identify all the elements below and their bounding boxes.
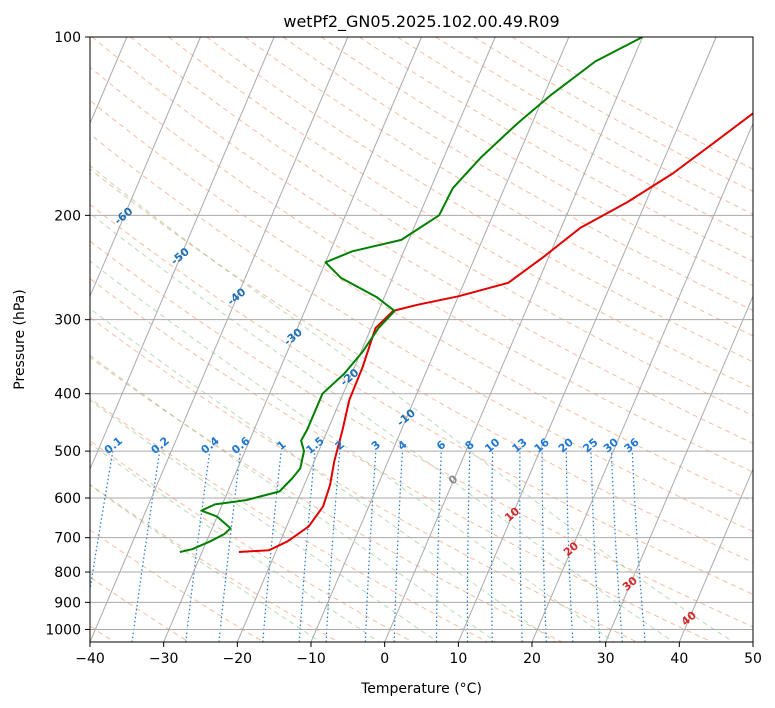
mixing-ratio-line: [610, 451, 623, 642]
y-tick-label: 400: [54, 387, 81, 403]
isotherm: [310, 37, 570, 642]
isotherm: [90, 37, 275, 471]
background-lines: [0, 37, 753, 654]
dry-adiabat: [90, 397, 489, 642]
moist-adiabat: [90, 260, 616, 642]
mixing-ratio-line: [565, 451, 574, 642]
dry-adiabat: [397, 37, 753, 239]
y-axis-label: Pressure (hPa): [12, 289, 28, 389]
dry-adiabat: [90, 278, 713, 642]
mixing-ratio-line: [393, 451, 404, 642]
sounding-profiles: [179, 37, 753, 553]
isotherm: [384, 37, 643, 642]
axes: −40 −30 −20 −10 0 10 20 30 40 50 100 200 300 400 500 60…: [45, 30, 762, 667]
moist-adiabat: [90, 212, 675, 642]
y-tick-label: 1000: [45, 622, 81, 638]
mixing-ratio-line: [519, 451, 523, 642]
dry-adiabat: [244, 37, 753, 337]
dry-adiabat: [130, 37, 753, 417]
moist-adiabat: [90, 399, 439, 642]
mixing-ratio-line: [490, 451, 494, 642]
dry-adiabat: [91, 37, 753, 444]
plot-frame: [89, 36, 754, 643]
dry-adiabat: [90, 203, 753, 595]
dry-adiabat: [511, 37, 753, 170]
mixing-ratio-line: [541, 451, 547, 642]
x-axis-label: Temperature (°C): [360, 681, 482, 697]
y-tick-label: 700: [54, 531, 81, 547]
isotherm: [531, 122, 753, 642]
isotherm: [605, 295, 753, 642]
y-tick-label: 600: [54, 491, 81, 507]
x-tick-label: 30: [597, 651, 615, 667]
y-tick-label: 500: [54, 444, 81, 460]
x-tick-label: 0: [380, 651, 389, 667]
dry-adiabat: [90, 99, 753, 502]
dewpoint-profile: [179, 37, 643, 553]
mixing-ratio-line: [364, 451, 377, 642]
isotherm: [236, 37, 496, 642]
x-tick-label: 20: [523, 651, 541, 667]
dry-adiabat: [90, 66, 753, 473]
x-tick-label: −40: [75, 651, 105, 667]
moist-adiabat: [90, 442, 381, 642]
dry-adiabat: [90, 529, 265, 642]
y-tick-label: 800: [54, 565, 81, 581]
mixing-ratio-line: [435, 451, 442, 642]
mixing-ratio-line: [325, 451, 341, 642]
isotherm: [90, 37, 201, 298]
dry-adiabat: [90, 168, 753, 563]
chart-title: wetPf2_GN05.2025.102.00.49.R09: [283, 12, 559, 32]
x-tick-label: −10: [296, 651, 326, 667]
dry-adiabat: [90, 133, 753, 533]
mixing-ratio-line: [590, 451, 601, 642]
isotherm: [678, 467, 753, 642]
isotherm: [163, 37, 422, 642]
dry-adiabat: [90, 316, 639, 642]
x-tick-label: −30: [149, 651, 179, 667]
dry-adiabat: [0, 37, 57, 654]
moist-adiabat: [90, 307, 557, 642]
mixing-ratio-line: [466, 451, 471, 642]
isotherm: [457, 37, 717, 642]
x-tick-label: −20: [223, 651, 253, 667]
x-tick-label: 40: [670, 651, 688, 667]
dry-adiabat: [320, 37, 753, 287]
y-tick-label: 100: [54, 30, 81, 46]
dry-adiabat: [168, 37, 753, 389]
x-tick-label: 50: [744, 651, 762, 667]
plot-background: [90, 37, 753, 642]
isotherm: [90, 37, 349, 642]
x-tick-label: 10: [449, 651, 467, 667]
moist-adiabat: [90, 484, 322, 642]
y-tick-label: 200: [54, 208, 81, 224]
y-tick-label: 300: [54, 313, 81, 329]
dry-adiabat: [435, 37, 753, 215]
y-tick-label: 900: [54, 595, 81, 611]
